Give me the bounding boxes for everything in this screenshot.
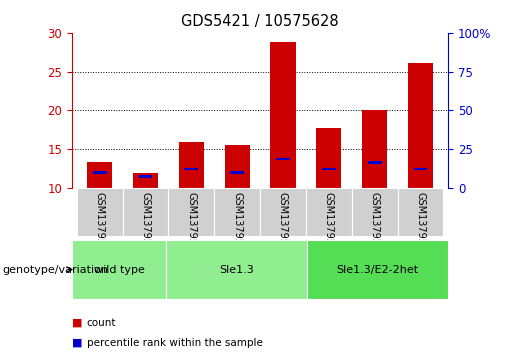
Text: GSM1379555: GSM1379555: [416, 192, 425, 257]
Bar: [306, 188, 352, 236]
Bar: [184, 168, 198, 170]
Text: Sle1.3/E2-2het: Sle1.3/E2-2het: [336, 265, 419, 274]
Bar: [225, 144, 250, 188]
Bar: [408, 63, 433, 188]
Bar: [322, 168, 336, 170]
Bar: [368, 162, 382, 164]
Bar: [276, 158, 290, 160]
Bar: [260, 188, 306, 236]
Title: GDS5421 / 10575628: GDS5421 / 10575628: [181, 14, 339, 29]
Text: GSM1379552: GSM1379552: [278, 192, 288, 257]
Text: GSM1379553: GSM1379553: [324, 192, 334, 257]
Bar: [87, 163, 112, 188]
Text: genotype/variation: genotype/variation: [3, 265, 109, 274]
Bar: [77, 188, 123, 236]
Text: GSM1379548: GSM1379548: [95, 192, 105, 257]
Text: GSM1379551: GSM1379551: [232, 192, 242, 257]
Bar: [270, 42, 296, 188]
Text: GSM1379554: GSM1379554: [370, 192, 380, 257]
Text: count: count: [87, 318, 116, 328]
Bar: [139, 175, 152, 178]
Text: percentile rank within the sample: percentile rank within the sample: [87, 338, 263, 348]
Text: GSM1379549: GSM1379549: [141, 192, 150, 257]
Bar: [398, 188, 443, 236]
Bar: [316, 128, 341, 188]
Bar: [214, 188, 260, 236]
Bar: [414, 168, 427, 170]
Bar: [123, 188, 168, 236]
Bar: [168, 188, 214, 236]
Bar: [362, 110, 387, 188]
Text: Sle1.3: Sle1.3: [219, 265, 254, 274]
Bar: [133, 174, 158, 188]
Text: wild type: wild type: [94, 265, 145, 274]
Bar: [93, 171, 107, 174]
Bar: [352, 188, 398, 236]
Text: ■: ■: [72, 338, 82, 348]
Bar: [230, 171, 244, 174]
Bar: [179, 142, 204, 188]
Text: GSM1379550: GSM1379550: [186, 192, 196, 257]
Text: ■: ■: [72, 318, 82, 328]
